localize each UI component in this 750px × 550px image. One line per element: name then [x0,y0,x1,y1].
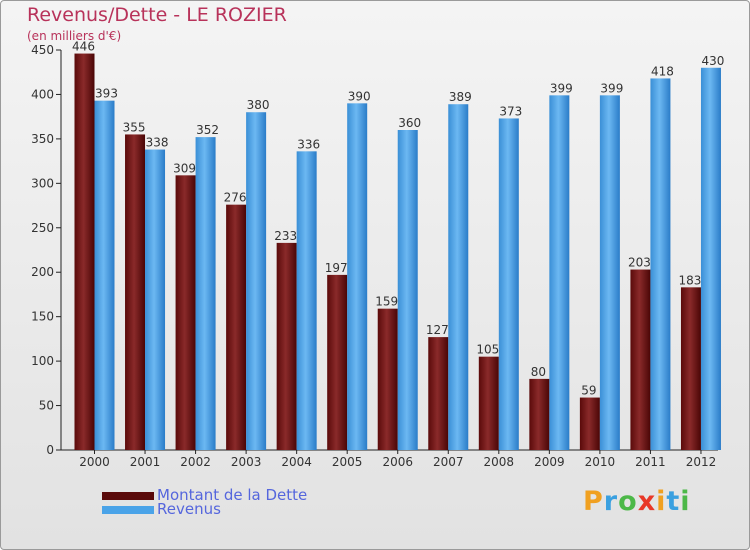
data-label-dette: 233 [274,229,297,243]
data-label-revenus: 399 [600,81,623,95]
data-label-dette: 309 [173,161,196,175]
bar-dette [680,287,701,450]
bar-revenus [700,67,721,451]
y-tick-label: 450 [31,43,54,57]
y-tick-label: 400 [31,87,54,101]
bar-dette [478,356,499,450]
chart-subtitle: (en milliers d'€) [27,29,122,43]
bar-dette [175,175,196,451]
data-label-revenus: 430 [702,54,725,68]
bar-dette [74,53,95,451]
bar-dette [327,274,348,450]
data-label-revenus: 373 [499,104,522,118]
data-label-dette: 59 [581,384,596,398]
data-label-revenus: 390 [348,89,371,103]
data-label-revenus: 380 [247,98,270,112]
x-tick-label: 2007 [433,455,464,469]
x-tick-label: 2004 [281,455,312,469]
bar-dette [125,134,146,450]
bar-revenus [195,137,216,450]
logo-letter: o [618,486,638,517]
bar-revenus [599,95,620,450]
y-tick-label: 200 [31,265,54,279]
data-label-dette: 159 [375,295,398,309]
bar-revenus [397,130,418,450]
y-tick-label: 100 [31,354,54,368]
y-tick-label: 50 [39,399,54,413]
x-tick-label: 2011 [635,455,666,469]
x-tick-label: 2000 [79,455,110,469]
bar-dette [529,378,550,450]
data-label-dette: 203 [628,256,651,270]
bar-revenus [246,112,267,450]
x-tick-label: 2010 [585,455,616,469]
y-tick-label: 250 [31,221,54,235]
bar-revenus [347,103,368,450]
bar-dette [428,337,449,450]
data-label-revenus: 336 [297,137,320,151]
x-tick-label: 2002 [180,455,211,469]
chart-title: Revenus/Dette - LE ROZIER [27,4,287,26]
y-tick-label: 300 [31,176,54,190]
bar-revenus [448,104,469,450]
x-tick-label: 2001 [130,455,161,469]
data-label-dette: 127 [426,323,449,337]
logo-letter: x [637,486,657,517]
logo-letter: P [583,486,604,517]
legend-swatch-revenus [102,506,154,514]
bar-revenus [650,78,671,450]
y-tick-label: 150 [31,310,54,324]
legend-swatch-dette [102,492,154,500]
data-label-revenus: 418 [651,64,674,78]
data-label-revenus: 352 [196,123,219,137]
data-label-dette: 183 [679,273,702,287]
data-label-dette: 446 [72,40,95,54]
y-tick-label: 350 [31,132,54,146]
data-label-dette: 80 [531,365,546,379]
logo-letter: t [666,486,681,517]
x-tick-label: 2003 [231,455,262,469]
x-tick-label: 2005 [332,455,363,469]
data-label-dette: 355 [123,120,146,134]
data-label-dette: 276 [224,191,247,205]
x-tick-label: 2012 [686,455,717,469]
data-label-dette: 197 [325,261,348,275]
logo-letter: i [656,486,667,517]
x-tick-label: 2008 [484,455,515,469]
x-tick-label: 2006 [382,455,413,469]
logo-letter: i [680,486,691,517]
bar-dette [276,242,297,450]
bar-revenus [498,118,519,450]
bar-revenus [145,149,166,451]
bar-dette [377,308,398,450]
data-label-revenus: 389 [449,90,472,104]
data-label-revenus: 393 [95,87,118,101]
bar-revenus [94,100,115,451]
bar-dette [630,269,651,450]
proxiti-logo: Proxiti [583,486,691,517]
logo-letter: r [603,486,619,517]
data-label-revenus: 338 [146,136,169,150]
legend-label-revenus: Revenus [157,500,221,518]
data-label-revenus: 399 [550,81,573,95]
data-label-dette: 105 [476,343,499,357]
x-tick-label: 2009 [534,455,565,469]
bar-dette [579,397,600,450]
bar-revenus [549,95,570,450]
bar-dette [226,204,247,450]
legend-label-dette: Montant de la Dette [157,486,308,504]
bar-revenus [296,151,317,451]
data-label-revenus: 360 [398,116,421,130]
y-tick-label: 0 [46,443,54,457]
